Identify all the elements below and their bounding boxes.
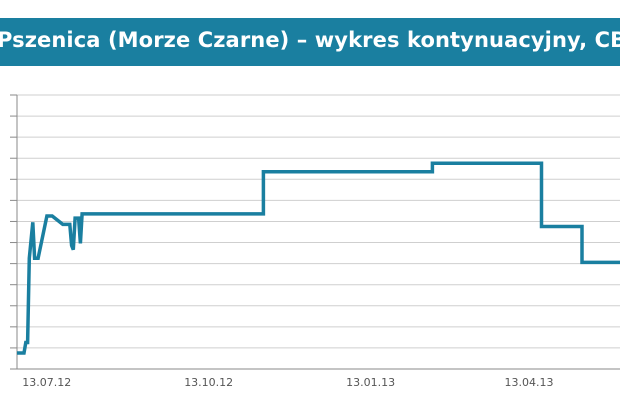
x-tick-label: 13.04.13: [505, 376, 554, 389]
series-group: [17, 161, 620, 355]
axes: [16, 95, 620, 370]
chart-title: Pszenica (Morze Czarne) – wykres kontynu…: [0, 28, 620, 52]
series-line-0: [17, 161, 620, 355]
title-bar: Pszenica (Morze Czarne) – wykres kontynu…: [0, 18, 620, 66]
grid: [10, 94, 620, 370]
x-axis-ticks: 13.07.12 13.10.12 13.01.13 13.04.13: [22, 376, 553, 389]
x-tick-label: 13.07.12: [22, 376, 71, 389]
x-tick-label: 13.01.13: [346, 376, 395, 389]
x-tick-label: 13.10.12: [184, 376, 233, 389]
